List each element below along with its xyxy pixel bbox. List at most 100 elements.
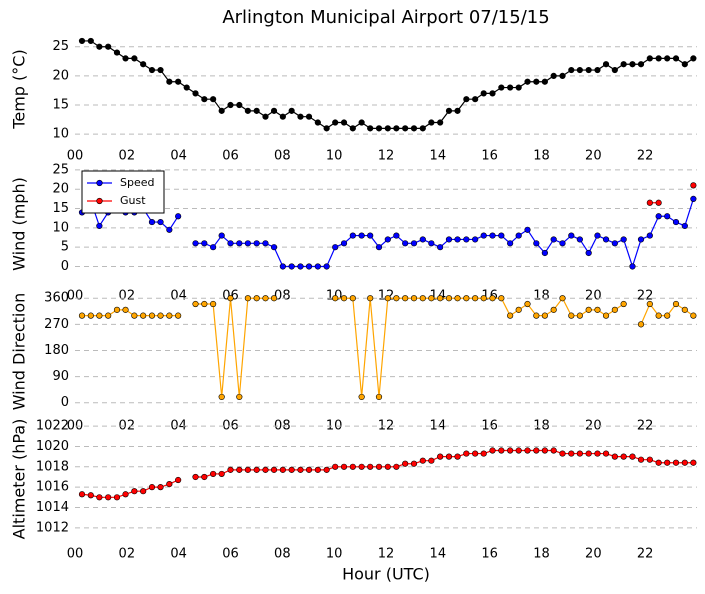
data-point [131,312,138,319]
x-tick-label: 00 [67,547,84,562]
data-point [428,119,435,126]
data-point [393,463,400,470]
data-point [594,232,601,239]
data-point [314,263,321,270]
data-point [629,61,636,68]
data-point [175,312,182,319]
data-point [655,199,662,206]
data-point [244,107,251,114]
data-point [305,263,313,270]
data-point [96,222,103,230]
data-point [305,113,313,120]
data-point [140,488,147,495]
data-point [437,119,444,126]
series-line [81,40,694,130]
y-axis-label: Wind Direction [10,293,29,411]
x-tick-label: 02 [119,289,136,304]
x-tick-label: 16 [481,149,498,164]
data-point [524,78,531,85]
data-point [323,263,330,270]
y-tick-label: 1016 [36,480,69,495]
data-point [402,240,409,247]
data-point [314,466,321,473]
data-point [96,494,103,501]
x-tick-label: 04 [170,289,187,304]
data-point [515,84,522,91]
y-tick-label: 1022 [36,419,69,434]
legend-label: Gust [120,194,146,207]
data-point [507,240,514,247]
data-point [279,263,286,270]
data-point [166,226,173,233]
data-point [646,300,653,308]
data-point [690,182,697,189]
data-point [122,306,129,313]
x-tick-label: 08 [274,547,291,562]
data-point [87,312,94,319]
data-point [349,232,356,239]
data-point [201,300,208,308]
data-point [637,61,645,68]
x-tick-label: 06 [222,149,239,164]
data-point [393,125,400,132]
data-point [96,43,103,50]
data-point [594,450,601,457]
data-point [445,107,453,114]
y-tick-label: 1020 [36,439,69,454]
y-tick-label: 0 [61,395,69,410]
data-point [498,447,505,454]
data-point [402,460,409,467]
y-tick-label: 25 [52,39,69,54]
x-tick-label: 18 [533,289,550,304]
data-point [602,450,610,457]
data-point [541,249,548,257]
legend-marker [96,197,103,205]
data-point [690,195,697,202]
data-point [681,459,688,466]
data-point [332,295,339,302]
data-point [445,236,453,243]
chart-title: Arlington Municipal Airport 07/15/15 [222,7,549,28]
data-point [157,484,164,491]
x-tick-label: 02 [119,547,136,562]
data-point [332,463,339,470]
x-tick-label: 02 [119,149,136,164]
data-point [131,488,138,495]
data-point [218,470,225,478]
data-point [472,295,479,302]
data-point [445,295,453,302]
x-tick-label: 08 [274,149,291,164]
data-point [384,236,391,243]
data-point [349,125,356,132]
y-tick-label: 0 [61,259,69,274]
data-point [576,312,583,319]
data-point [541,447,548,454]
data-point [332,244,339,251]
data-point [384,125,391,132]
x-tick-label: 22 [637,547,654,562]
data-point [244,466,251,473]
y-tick-label: 15 [52,201,69,216]
data-point [305,466,313,473]
data-point [253,107,260,114]
data-point [559,295,566,302]
data-point [646,55,653,62]
data-point [192,90,199,97]
data-point [585,450,592,457]
x-tick-label: 20 [585,419,602,434]
data-point [672,55,680,62]
x-tick-label: 20 [585,289,602,304]
data-point [681,61,688,68]
y-axis-label: Temp (°C) [10,49,29,129]
data-point [157,312,164,319]
data-point [358,393,365,401]
data-point [402,125,409,132]
x-tick-label: 04 [170,547,187,562]
y-tick-label: 15 [52,98,69,113]
y-tick-label: 90 [52,369,69,384]
data-point [533,78,540,85]
y-tick-label: 270 [44,317,69,332]
data-point [594,306,601,313]
data-point [218,232,225,239]
